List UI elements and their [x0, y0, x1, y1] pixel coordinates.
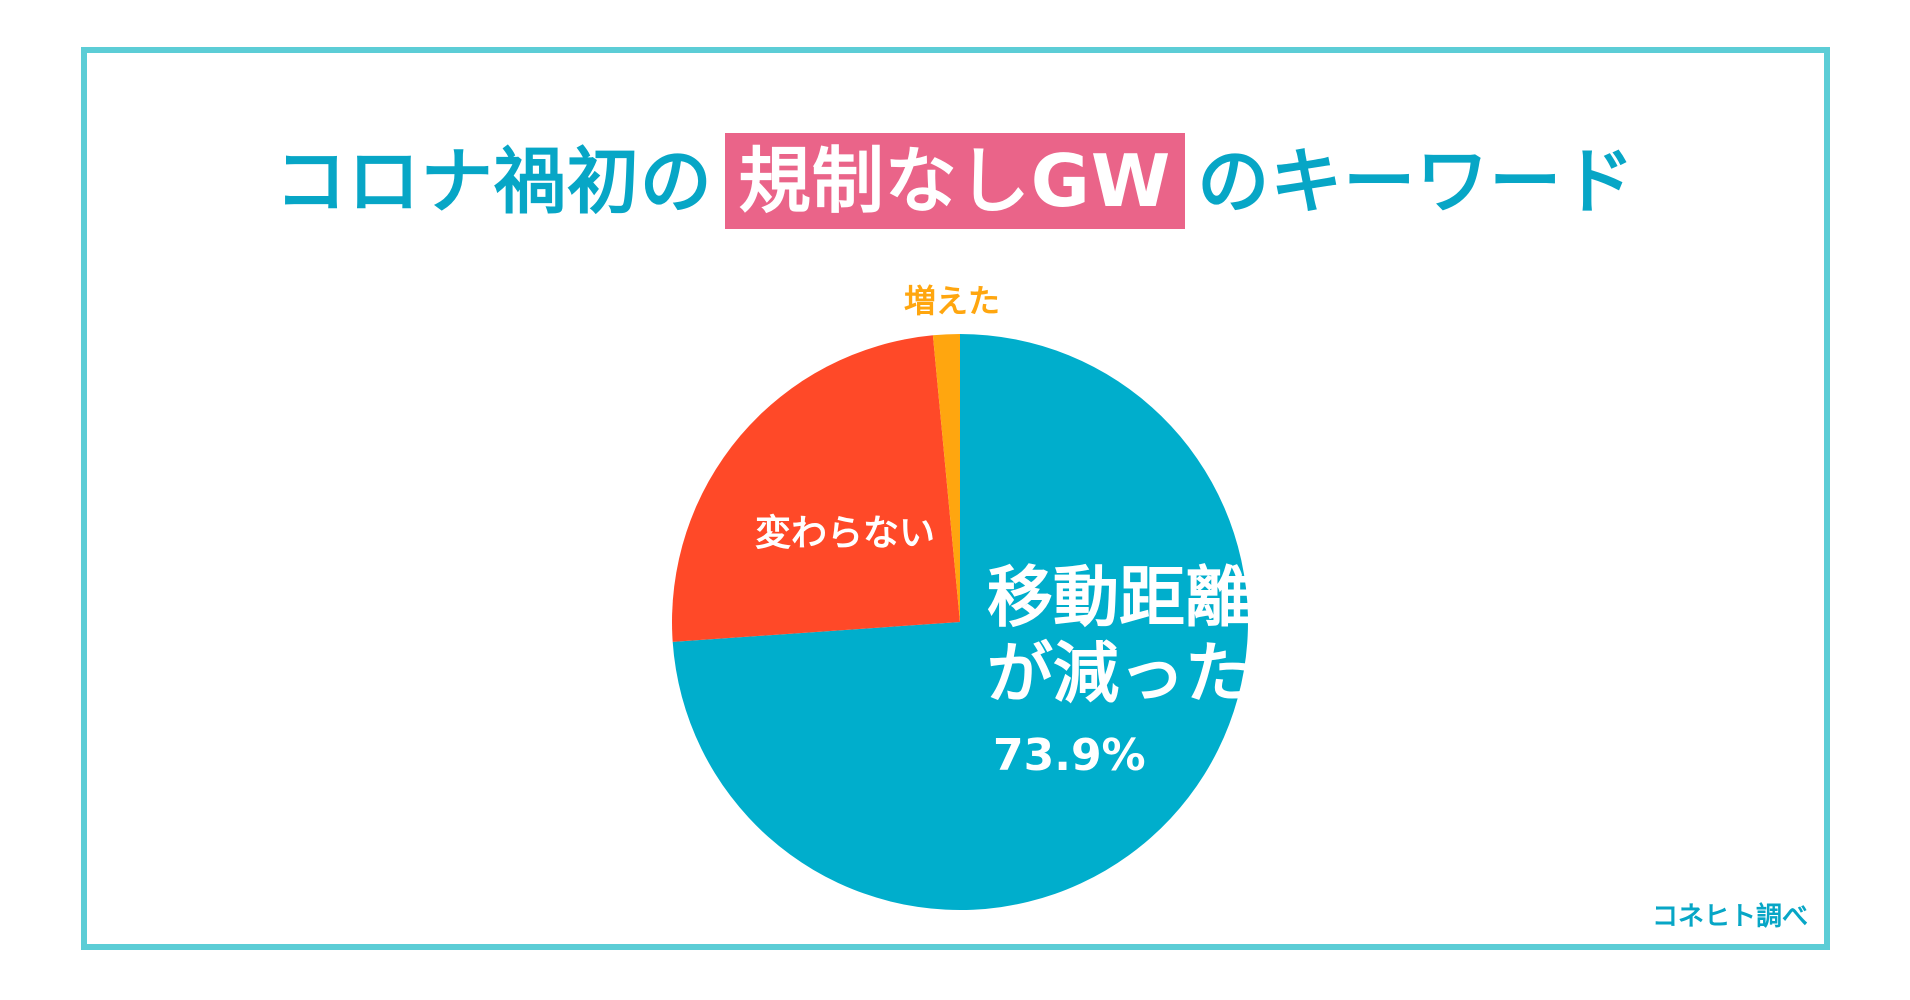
title-highlight: 規制なしGW — [724, 133, 1186, 230]
pie-slice-increased — [932, 334, 960, 622]
title-prefix: コロナ禍初の — [274, 139, 713, 224]
pie-slice-decreased — [672, 334, 1248, 911]
pie-slice-unchanged — [672, 335, 960, 642]
slice-label-increased: 増えた — [904, 282, 1000, 320]
title-suffix: のキーワード — [1197, 139, 1636, 224]
slice-label-decreased-line1: 移動距離 — [987, 559, 1251, 636]
slice-value-decreased: 73.9% — [993, 730, 1146, 781]
source-credit: コネヒト調べ — [1651, 902, 1808, 932]
slice-label-unchanged: 変わらない — [755, 512, 935, 554]
pie-labels: 移動距離 が減った 73.9% 変わらない 増えた — [755, 282, 1251, 781]
chart-title: コロナ禍初の 規制なしGW のキーワード — [0, 128, 1910, 230]
frame-border — [81, 47, 1830, 950]
pie-slices — [672, 334, 1248, 911]
slice-label-decreased-line2: が減った — [987, 635, 1251, 712]
